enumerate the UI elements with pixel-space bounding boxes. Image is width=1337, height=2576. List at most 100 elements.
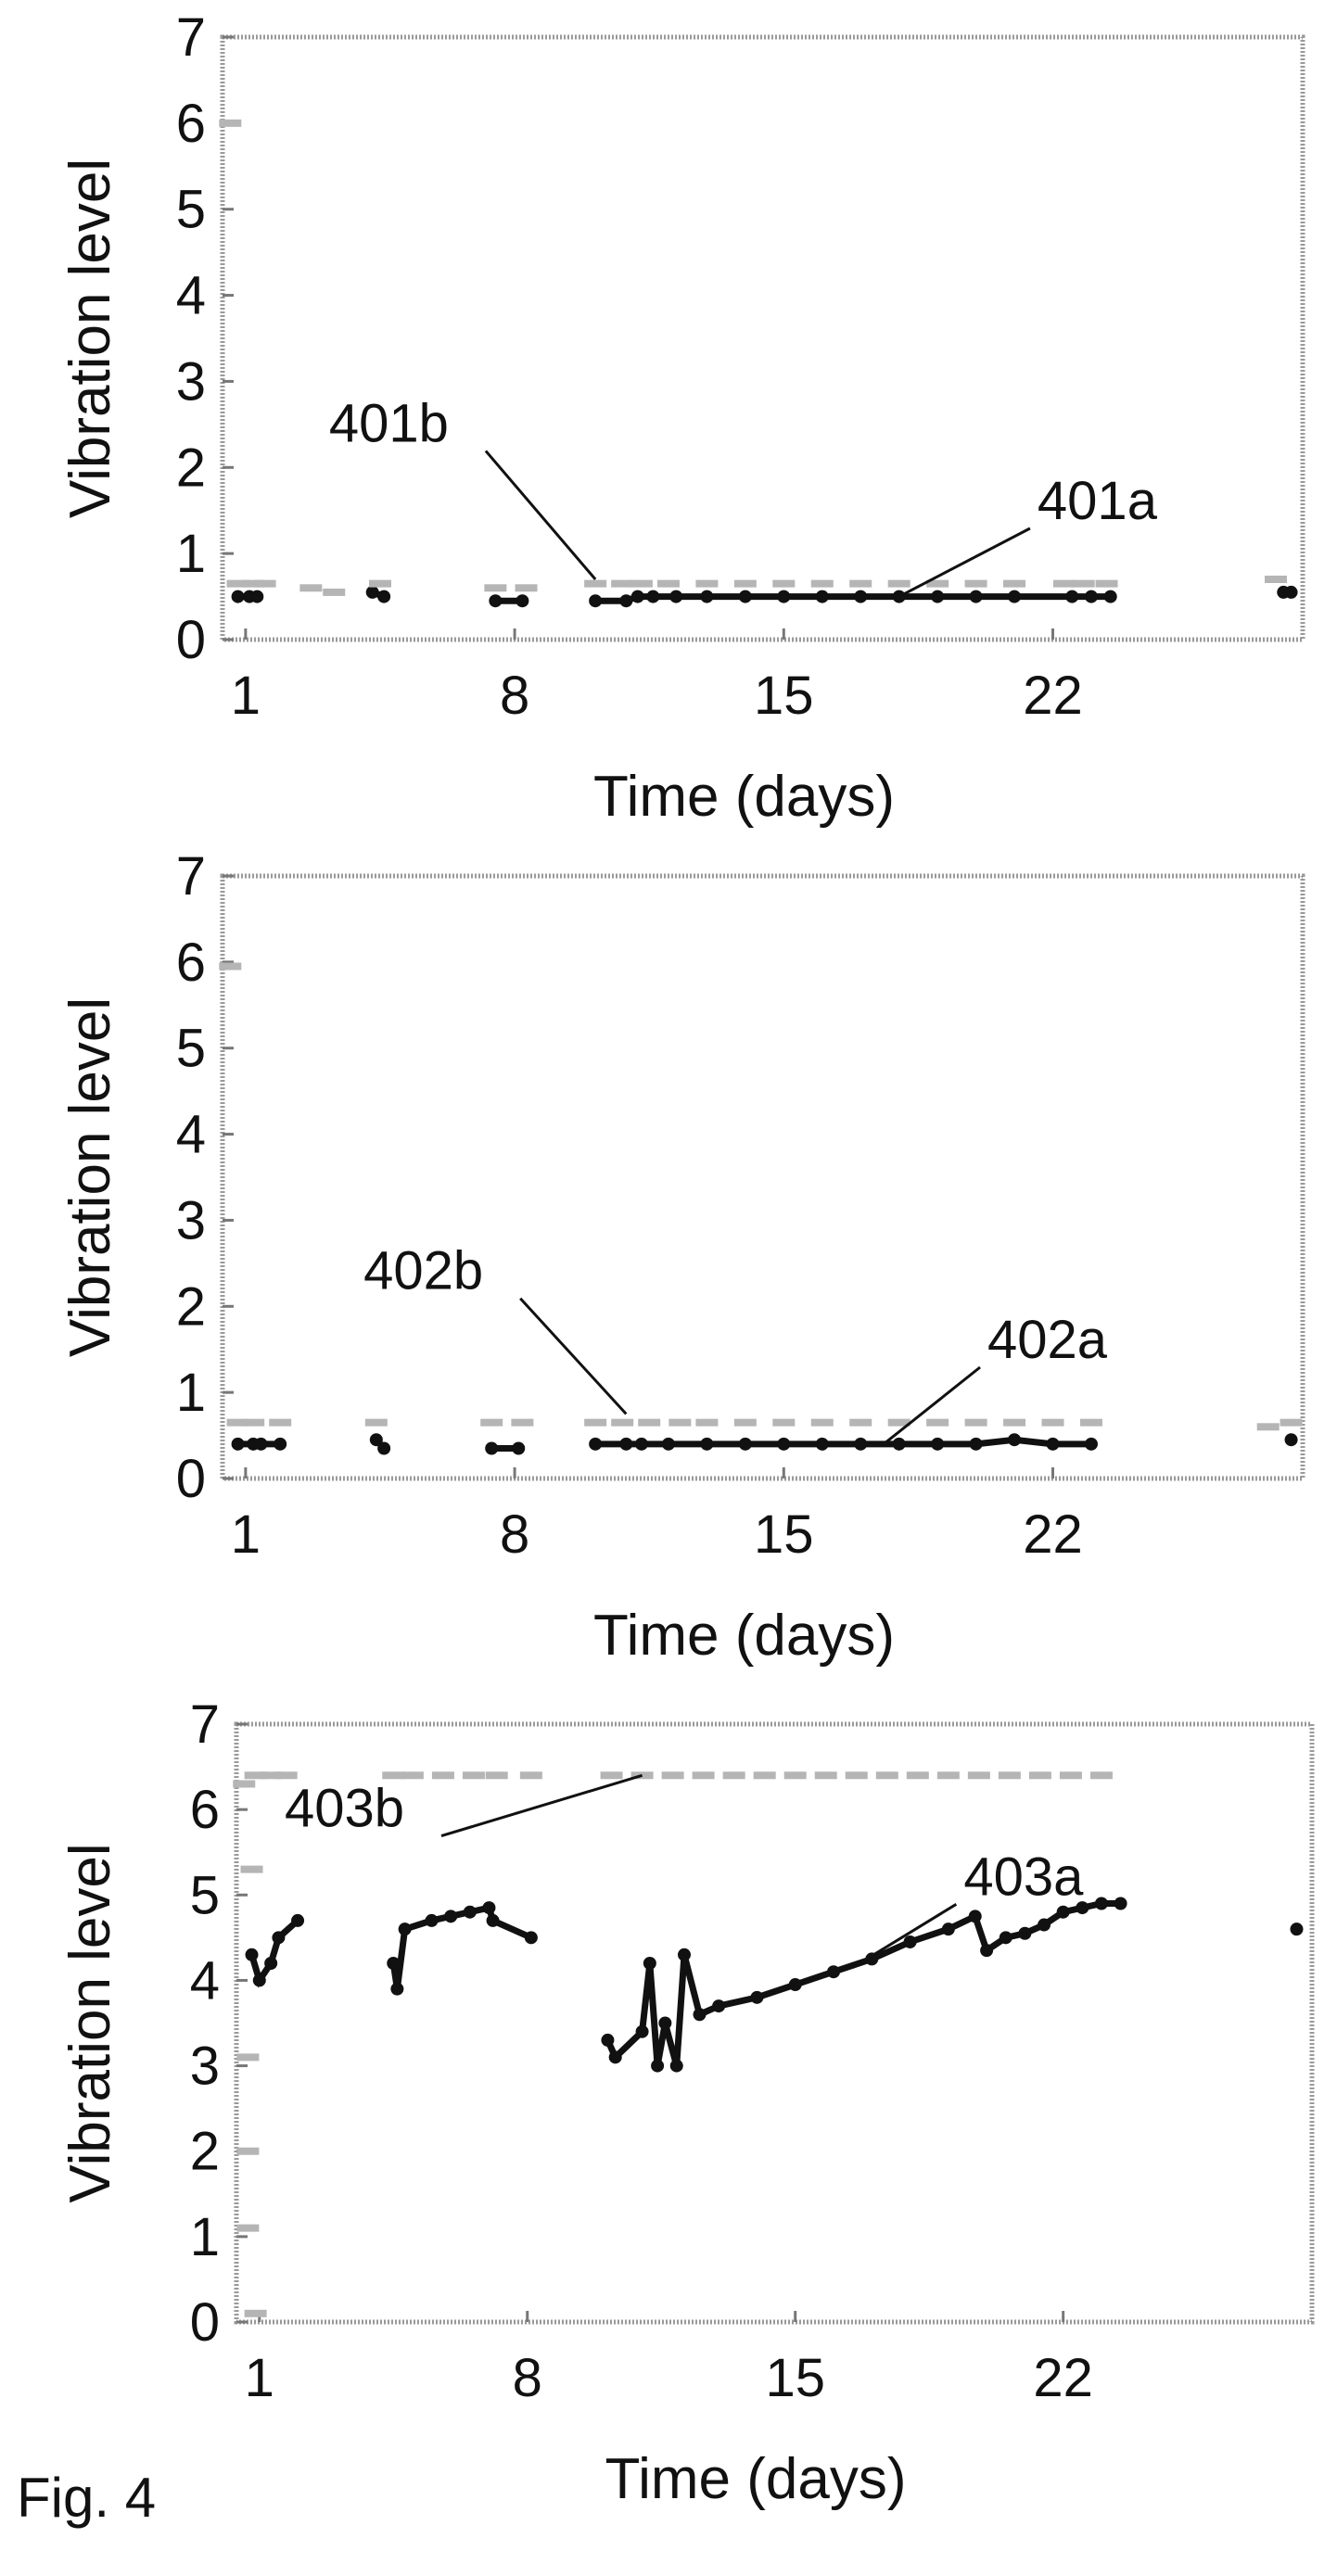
- y-tick-label: 5: [176, 180, 206, 240]
- data-point-401a: [630, 590, 644, 603]
- x-tick-label: 15: [754, 666, 814, 726]
- data-point-401a: [589, 594, 603, 608]
- data-point-401b: [253, 579, 276, 588]
- data-point-403a: [1290, 1922, 1304, 1936]
- data-point-403a: [486, 1913, 500, 1927]
- x-axis-label: Time (days): [605, 2447, 907, 2511]
- series-402a: [231, 1433, 1298, 1455]
- data-point-402a: [854, 1437, 868, 1451]
- data-point-401a: [377, 590, 391, 603]
- data-point-403b: [240, 1865, 263, 1873]
- data-point-403b: [233, 1780, 256, 1788]
- data-point-403b: [875, 1771, 898, 1780]
- data-point-403a: [712, 1999, 726, 2013]
- series-line-403a: [389, 1903, 533, 1990]
- data-point-401a: [646, 590, 660, 603]
- data-point-401a: [815, 590, 829, 603]
- data-point-403a: [608, 2050, 622, 2064]
- data-point-402b: [611, 1418, 634, 1427]
- annotation-label: 402b: [363, 1241, 483, 1301]
- data-point-403b: [936, 1771, 960, 1780]
- data-point-403a: [601, 2033, 615, 2047]
- y-tick-label: 3: [176, 1190, 206, 1250]
- data-point-403b: [485, 1771, 508, 1780]
- data-point-402a: [738, 1437, 752, 1451]
- data-point-403b: [236, 2224, 260, 2232]
- data-point-401b: [484, 584, 507, 592]
- data-point-402b: [219, 962, 242, 971]
- data-point-401b: [323, 588, 346, 596]
- y-tick-label: 0: [176, 1449, 206, 1509]
- data-point-403a: [968, 1910, 982, 1923]
- y-tick-label: 6: [176, 94, 206, 154]
- data-point-403b: [783, 1771, 807, 1780]
- data-point-401b: [656, 579, 680, 588]
- data-point-402b: [1041, 1418, 1064, 1427]
- data-point-401a: [231, 590, 245, 603]
- data-point-403b: [236, 2053, 260, 2062]
- x-tick-label: 1: [231, 666, 261, 726]
- data-point-401b: [887, 579, 910, 588]
- data-point-403a: [1076, 1901, 1089, 1915]
- data-point-401b: [733, 579, 757, 588]
- data-point-401a: [738, 590, 752, 603]
- data-point-402a: [485, 1441, 499, 1455]
- data-point-402b: [926, 1418, 949, 1427]
- data-point-403b: [382, 1771, 405, 1780]
- data-point-401b: [1052, 579, 1076, 588]
- data-point-402a: [815, 1437, 829, 1451]
- data-point-401b: [242, 579, 265, 588]
- data-point-403b: [753, 1771, 776, 1780]
- x-tick-label: 22: [1033, 2348, 1093, 2408]
- y-tick-label: 2: [176, 1276, 206, 1337]
- data-point-401b: [515, 584, 538, 592]
- data-point-401b: [1003, 579, 1026, 588]
- data-point-402b: [242, 1418, 265, 1427]
- data-point-402a: [619, 1437, 633, 1451]
- data-point-403a: [669, 2059, 683, 2073]
- data-point-401a: [250, 590, 264, 603]
- data-point-402a: [1084, 1437, 1098, 1451]
- data-point-403a: [482, 1901, 496, 1915]
- x-tick-label: 8: [500, 666, 529, 726]
- data-point-403a: [1038, 1918, 1051, 1932]
- data-point-401b: [772, 579, 796, 588]
- data-point-403b: [244, 1771, 267, 1780]
- data-point-403a: [252, 1973, 266, 1987]
- data-point-402b: [226, 1418, 249, 1427]
- data-point-403a: [677, 1948, 691, 1961]
- data-point-403a: [941, 1922, 955, 1936]
- data-point-403b: [274, 1771, 298, 1780]
- x-tick-label: 22: [1023, 1504, 1083, 1565]
- data-point-402a: [512, 1441, 526, 1455]
- data-point-401b: [1072, 579, 1095, 588]
- y-tick-label: 4: [176, 266, 206, 326]
- data-point-402b: [480, 1418, 503, 1427]
- annotation-leader: [484, 450, 597, 580]
- y-tick-label: 6: [190, 1780, 220, 1840]
- data-point-402b: [733, 1418, 757, 1427]
- data-point-402b: [638, 1418, 661, 1427]
- data-point-403a: [291, 1913, 305, 1927]
- data-point-403a: [980, 1944, 994, 1958]
- plot-frame: [220, 34, 1305, 642]
- data-point-401b: [964, 579, 987, 588]
- data-point-401a: [777, 590, 791, 603]
- data-point-403b: [600, 1771, 623, 1780]
- annotation-label: 403a: [963, 1846, 1084, 1907]
- data-point-402b: [1079, 1418, 1102, 1427]
- y-tick-label: 7: [176, 7, 206, 68]
- data-point-403b: [722, 1771, 745, 1780]
- x-tick-label: 1: [245, 2348, 274, 2408]
- y-tick-label: 4: [176, 1105, 206, 1165]
- data-point-402b: [1280, 1418, 1303, 1427]
- data-point-402a: [700, 1437, 714, 1451]
- annotation-leader: [883, 1365, 981, 1446]
- data-point-402b: [849, 1418, 872, 1427]
- data-point-401b: [299, 584, 323, 592]
- data-point-403b: [814, 1771, 837, 1780]
- data-point-401a: [1065, 590, 1079, 603]
- y-tick-label: 4: [190, 1950, 220, 2011]
- data-point-403a: [264, 1957, 278, 1970]
